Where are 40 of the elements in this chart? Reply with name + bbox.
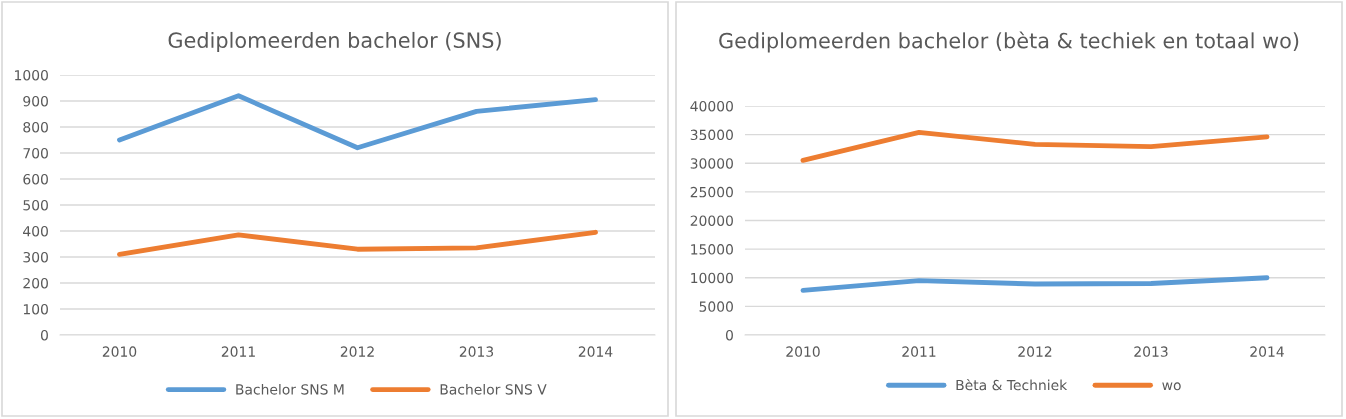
legend-label: Bachelor SNS V [440,383,547,395]
chart-title: Gediplomeerden bachelor (SNS) [168,31,501,53]
x-tick-label: 2011 [902,346,936,357]
y-tick-label: 1000 [15,69,48,81]
y-tick-label: 700 [23,147,48,159]
x-tick-label: 2012 [1018,346,1052,357]
y-tick-label: 5000 [699,301,733,312]
line-series [117,93,598,151]
y-tick-label: 0 [40,329,48,341]
line-series [800,129,1270,163]
y-tick-label: 200 [23,277,48,289]
chart-title: Gediplomeerden bachelor (bèta & techiek en totaal wo) [719,31,1299,53]
y-tick-label: 400 [23,225,48,237]
legend-label: wo [1162,382,1181,391]
x-tick-label: 2014 [578,346,613,357]
x-tick-label: 2013 [1134,346,1168,357]
x-tick-label: 2013 [459,346,494,357]
legend-label: Bachelor SNS M [236,383,344,395]
x-tick-label: 2012 [340,346,374,357]
y-tick-label: 40000 [690,100,733,112]
y-tick-label: 15000 [691,244,733,255]
y-tick-label: 500 [23,199,48,211]
y-tick-label: 100 [23,303,48,315]
y-tick-label: 600 [23,173,48,185]
line-series [117,229,598,257]
line-series [800,275,1270,293]
y-tick-label: 30000 [690,158,733,169]
x-tick-label: 2011 [221,346,255,357]
y-tick-label: 800 [23,121,48,133]
x-tick-label: 2010 [102,346,137,357]
y-tick-label: 900 [23,95,48,107]
x-tick-label: 2014 [1250,346,1284,357]
x-tick-label: 2010 [786,346,820,357]
y-tick-label: 0 [725,329,733,341]
y-tick-label: 20000 [690,215,733,226]
legend-label: Bèta & Techniek [956,379,1068,391]
y-tick-label: 10000 [691,272,733,284]
y-tick-label: 25000 [690,186,733,198]
y-tick-label: 300 [23,251,48,263]
y-tick-label: 35000 [690,129,733,141]
